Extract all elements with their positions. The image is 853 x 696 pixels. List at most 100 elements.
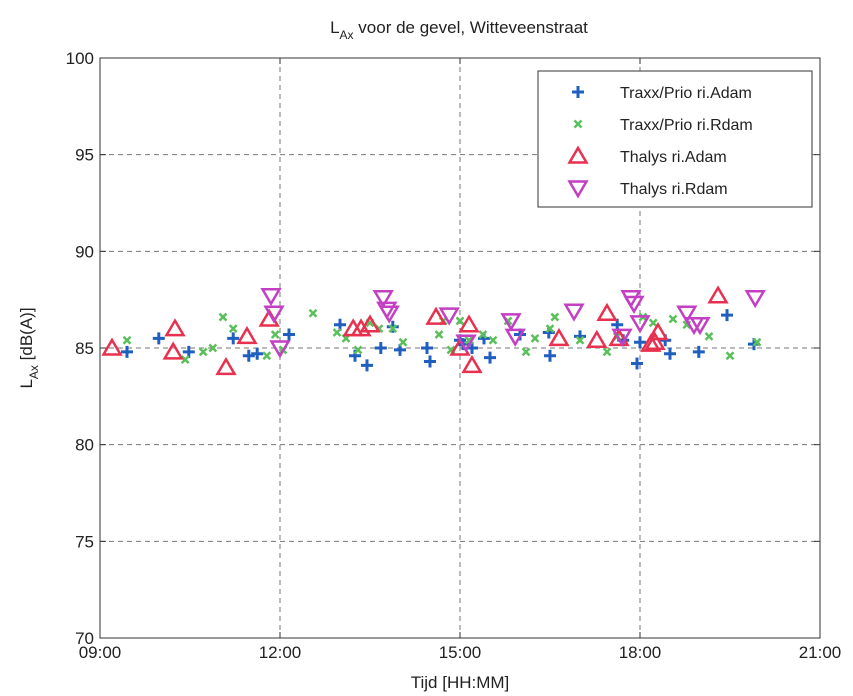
x-tick-label: 12:00 (259, 643, 302, 662)
data-point (623, 295, 645, 315)
chart-title-rest: voor de gevel, Witteveenstraat (354, 18, 589, 37)
data-point (359, 314, 381, 333)
data-point (101, 337, 123, 356)
data-point (575, 335, 585, 345)
data-point (611, 328, 633, 347)
data-point (458, 314, 480, 333)
data-point (596, 302, 618, 321)
data-point (692, 345, 705, 358)
data-point (162, 341, 184, 360)
x-tick-label: 09:00 (79, 643, 122, 662)
data-point (263, 305, 285, 324)
x-axis-label: Tijd [HH:MM] (411, 673, 510, 692)
data-point (424, 355, 436, 368)
data-point (421, 342, 433, 354)
data-point (434, 330, 444, 339)
data-point (398, 337, 408, 347)
data-point (478, 330, 488, 339)
y-axis-label: LAx [dB(A)] (17, 307, 41, 388)
x-tick-label: 21:00 (799, 643, 842, 662)
data-point (647, 322, 669, 341)
data-point (644, 331, 666, 350)
y-tick-label: 75 (75, 532, 94, 551)
chart-title-subscript: Ax (340, 28, 354, 42)
data-point (438, 307, 460, 326)
data-point (353, 345, 363, 355)
data-point (182, 345, 195, 358)
legend-marker (573, 119, 583, 129)
data-point (262, 351, 272, 361)
data-point (721, 309, 733, 322)
data-point (608, 327, 630, 347)
legend: Traxx/Prio ri.Adam Traxx/Prio ri.Rdam Thal… (537, 70, 813, 208)
data-point (664, 347, 676, 360)
data-point (602, 347, 612, 357)
chart-title: LAx voor de gevel, Witteveenstraat (330, 18, 588, 42)
data-point (228, 324, 238, 334)
legend-entries: Traxx/Prio ri.Adam Traxx/Prio ri.Rdam Thal… (567, 85, 753, 199)
y-tick-label: 85 (75, 339, 94, 358)
y-tick-label: 95 (75, 146, 94, 165)
data-point (372, 289, 394, 309)
data-point (215, 356, 237, 376)
data-point (251, 347, 264, 360)
data-point (704, 332, 714, 341)
data-point (180, 355, 190, 364)
data-point (386, 320, 399, 333)
chart-title-main: L (330, 18, 339, 37)
data-point (648, 318, 658, 328)
data-points (101, 285, 766, 376)
data-point (631, 357, 643, 370)
legend-label: Traxx/Prio ri.Rdam (620, 117, 753, 134)
data-point (744, 289, 766, 309)
x-tick-label: 15:00 (439, 643, 482, 662)
data-point (388, 324, 398, 334)
legend-label: Traxx/Prio ri.Adam (620, 85, 752, 102)
data-point (548, 327, 570, 347)
data-point (725, 351, 735, 361)
x-tick-label: 18:00 (619, 643, 662, 662)
data-point (676, 305, 698, 324)
data-point (242, 349, 255, 362)
data-point (640, 333, 662, 352)
data-point (500, 313, 522, 332)
data-point (332, 328, 342, 337)
data-point (668, 314, 678, 324)
data-point (152, 332, 165, 345)
data-point (283, 328, 295, 341)
data-point (545, 324, 555, 334)
y-axis-label-rest: [dB(A)] (17, 307, 36, 365)
data-point (707, 285, 729, 304)
data-point (455, 334, 477, 353)
data-point (198, 347, 208, 357)
data-point (689, 317, 711, 336)
axis-ticks: 09:00 12:00 15:00 18:00 21:00 70 75 80 85 90 95 100 (66, 49, 842, 662)
data-point (260, 288, 282, 307)
data-point (461, 354, 483, 374)
legend-label: Thalys ri.Adam (620, 149, 727, 166)
data-point (550, 312, 560, 322)
data-point (208, 343, 218, 353)
legend-marker (567, 180, 589, 199)
legend-marker (567, 145, 589, 164)
data-point (504, 328, 526, 347)
data-point (634, 336, 646, 349)
data-point (629, 315, 651, 334)
data-point (544, 349, 556, 362)
data-point (121, 345, 133, 358)
data-point (122, 335, 132, 345)
data-point (752, 337, 762, 347)
data-point (530, 333, 540, 343)
data-point (488, 335, 498, 345)
data-point (218, 312, 228, 322)
legend-marker (572, 86, 584, 98)
data-point (374, 342, 387, 354)
data-point (236, 325, 258, 345)
series-4 (260, 288, 766, 359)
data-point (425, 306, 447, 325)
y-axis-label-main: L (17, 379, 36, 388)
data-point (361, 359, 373, 372)
legend-label: Thalys ri.Rdam (620, 181, 728, 198)
data-point (586, 329, 608, 349)
